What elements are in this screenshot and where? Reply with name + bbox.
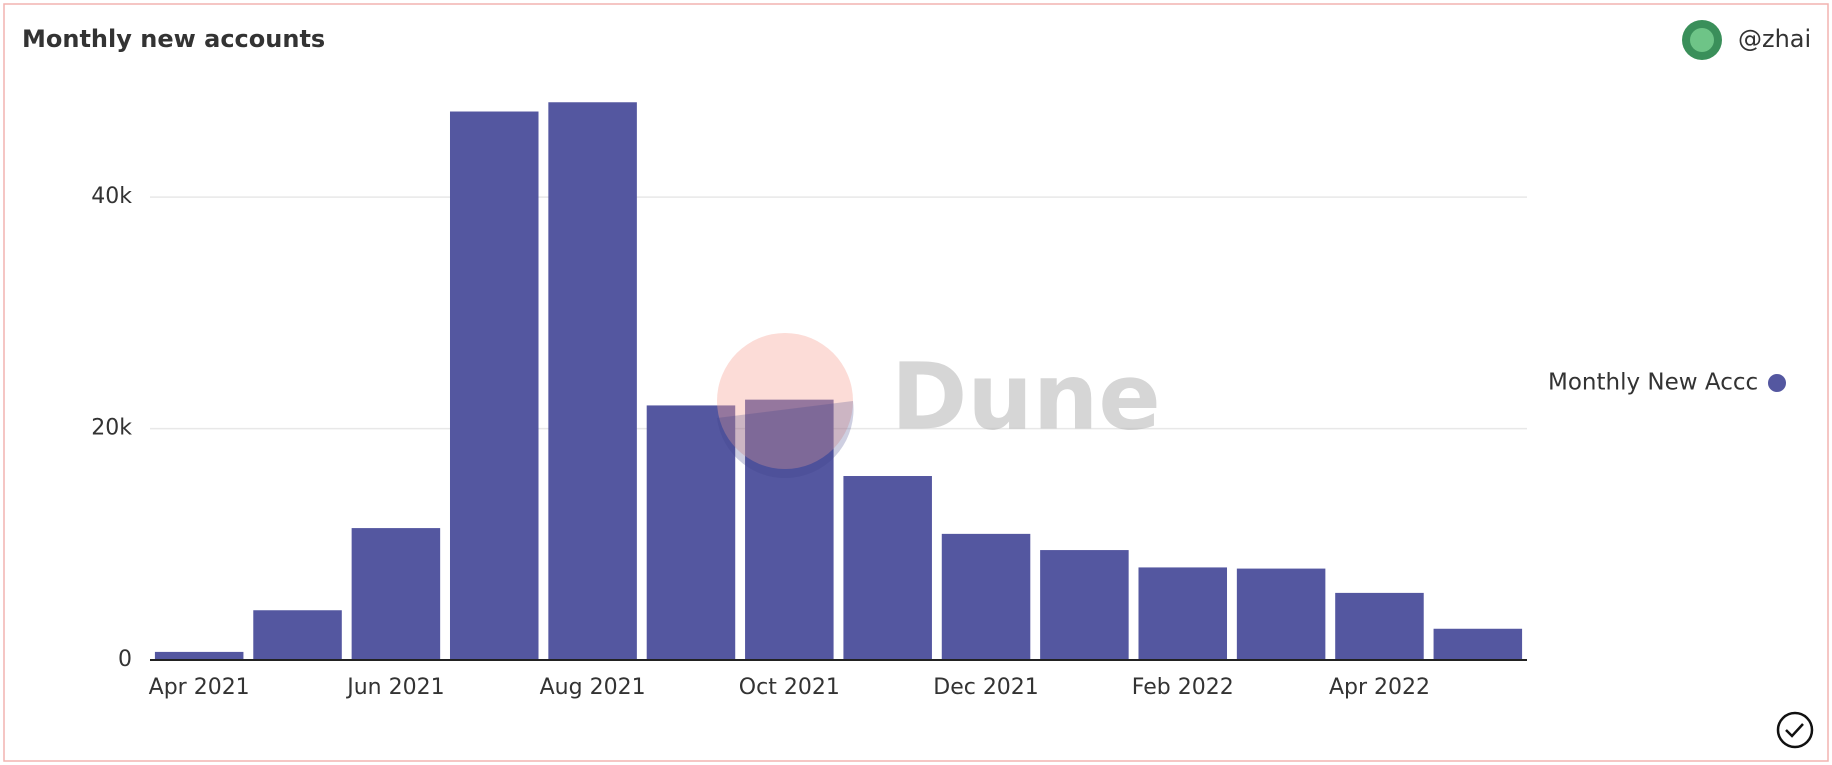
watermark-logo <box>717 333 853 469</box>
bar <box>1138 567 1228 660</box>
bar <box>449 111 539 660</box>
x-tick-label: Aug 2021 <box>540 675 646 700</box>
bar <box>154 651 244 660</box>
bar <box>1236 568 1326 660</box>
legend-swatch <box>1768 374 1786 392</box>
bar <box>548 102 637 660</box>
x-tick-label: Oct 2021 <box>739 675 840 700</box>
check-icon[interactable] <box>1776 711 1814 749</box>
legend-label: Monthly New Accc <box>1548 370 1758 396</box>
bar <box>843 476 932 660</box>
chart-title: Monthly new accounts <box>22 25 325 53</box>
x-tick-label: Apr 2022 <box>1329 675 1430 700</box>
x-tick-label: Apr 2021 <box>149 675 250 700</box>
bar <box>351 528 441 660</box>
bar <box>1040 550 1129 660</box>
x-tick-label: Jun 2021 <box>345 675 444 700</box>
avatar-detail <box>1690 28 1714 52</box>
x-tick-label: Feb 2022 <box>1132 675 1234 700</box>
bar <box>941 533 1031 660</box>
x-tick-label: Dec 2021 <box>933 675 1039 700</box>
watermark-text: Dune <box>891 343 1161 450</box>
watermark-logo-part <box>717 401 854 479</box>
y-tick-label: 0 <box>118 647 132 672</box>
bar <box>253 610 342 660</box>
bar <box>1433 628 1523 660</box>
bar <box>1335 592 1424 660</box>
bar <box>646 405 736 660</box>
bar <box>745 399 834 660</box>
y-tick-label: 40k <box>91 184 132 209</box>
y-tick-label: 20k <box>91 416 132 441</box>
user-name[interactable]: @zhai <box>1738 25 1811 53</box>
